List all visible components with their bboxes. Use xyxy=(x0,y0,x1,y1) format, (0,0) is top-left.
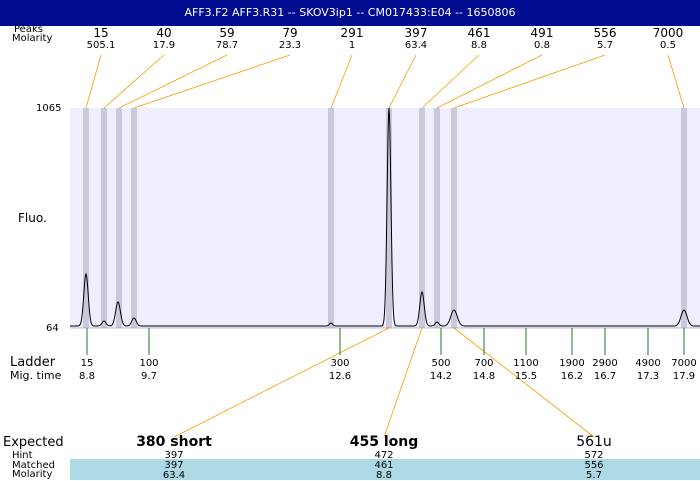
expected-fragment: 455 long xyxy=(349,434,419,450)
ladder-mig-time: 17.9 xyxy=(672,371,696,382)
peak-connector xyxy=(436,54,543,109)
peak-size: 556 xyxy=(593,26,617,40)
peak-connector xyxy=(103,54,165,109)
expected-hint: 572 xyxy=(584,450,604,461)
peak-molarity: 23.3 xyxy=(278,40,302,51)
ladder-size: 100 xyxy=(139,358,159,369)
ladder-mig-time: 14.2 xyxy=(429,371,453,382)
y-axis-top-value: 1065 xyxy=(36,103,62,114)
ladder-size: 15 xyxy=(80,358,94,369)
ladder-mig-time: 15.5 xyxy=(514,371,538,382)
ladder-size: 2900 xyxy=(592,358,618,369)
peak-connector xyxy=(421,54,480,109)
expected-matched: 461 xyxy=(374,460,394,471)
expected-matched: 397 xyxy=(164,460,184,471)
ladder-size: 500 xyxy=(431,358,451,369)
peak-molarity: 17.9 xyxy=(152,40,176,51)
peak-band xyxy=(681,108,687,328)
peak-band xyxy=(131,108,137,328)
ladder-mig-time: 8.8 xyxy=(79,371,95,382)
peak-molarity: 78.7 xyxy=(215,40,239,51)
peak-molarity: 0.5 xyxy=(660,40,676,51)
y-axis-bottom-value: 64 xyxy=(46,323,59,334)
peak-connector xyxy=(388,54,417,109)
matched-molarity-bar xyxy=(70,459,700,480)
peak-size: 79 xyxy=(282,26,298,40)
ladder-size: 1900 xyxy=(559,358,585,369)
expected-molarity: 63.4 xyxy=(162,470,186,481)
peak-connector xyxy=(330,54,353,109)
peak-connector xyxy=(453,54,606,109)
peak-connector xyxy=(667,54,685,109)
peak-size: 461 xyxy=(467,26,491,40)
peak-molarity: 505.1 xyxy=(86,40,116,51)
molarity-row-label: Molarity xyxy=(12,469,53,480)
expected-connector xyxy=(453,327,595,438)
ladder-mig-time: 14.8 xyxy=(472,371,496,382)
peak-size: 40 xyxy=(156,26,172,40)
ladder-size: 1100 xyxy=(513,358,539,369)
ladder-mig-time: 9.7 xyxy=(141,371,157,382)
peak-molarity: 1 xyxy=(348,40,356,51)
ladder-size: 4900 xyxy=(635,358,661,369)
peak-molarity: 5.7 xyxy=(597,40,613,51)
matched-label: Matched xyxy=(12,460,56,471)
ladder-mig-time: 16.2 xyxy=(560,371,584,382)
peak-connector xyxy=(118,54,228,109)
peak-connector xyxy=(85,54,102,109)
peak-size: 15 xyxy=(93,26,109,40)
peak-molarity: 8.8 xyxy=(471,40,487,51)
title-bar: AFF3.F2 AFF3.R31 -- SKOV3ip1 -- CM017433… xyxy=(0,0,700,26)
peak-molarity: 0.8 xyxy=(534,40,550,51)
expected-matched: 556 xyxy=(584,460,604,471)
peaks-label: Peaks xyxy=(14,24,43,35)
peak-band xyxy=(101,108,107,328)
ladder-size: 300 xyxy=(330,358,350,369)
expected-hint: 472 xyxy=(374,450,394,461)
peak-band xyxy=(434,108,440,328)
peak-band xyxy=(419,108,425,328)
ladder-mig-time: 16.7 xyxy=(593,371,617,382)
peak-band xyxy=(386,108,392,328)
hint-label: Hint xyxy=(12,450,33,461)
peak-band xyxy=(83,108,89,328)
expected-molarity: 5.7 xyxy=(586,470,602,481)
expected-label: Expected xyxy=(3,435,64,450)
peak-molarity: 63.4 xyxy=(404,40,428,51)
expected-molarity: 8.8 xyxy=(376,470,392,481)
peak-band xyxy=(116,108,122,328)
expected-connector xyxy=(173,327,390,438)
expected-fragment: 561u xyxy=(576,434,612,450)
mig-time-label: Mig. time xyxy=(10,369,62,382)
peak-size: 291 xyxy=(340,26,364,40)
ladder-size: 700 xyxy=(474,358,494,369)
ladder-mig-time: 12.6 xyxy=(328,371,352,382)
expected-hint: 397 xyxy=(164,450,184,461)
peak-size: 59 xyxy=(219,26,235,40)
ladder-mig-time: 17.3 xyxy=(636,371,660,382)
molarity-label: Molarity xyxy=(12,33,53,44)
expected-connector xyxy=(383,327,423,438)
fluorescence-trace xyxy=(70,107,700,327)
peak-size: 7000 xyxy=(652,26,684,40)
ladder-label: Ladder xyxy=(10,355,56,370)
peak-band xyxy=(451,108,457,328)
peak-size: 397 xyxy=(404,26,428,40)
peak-connector xyxy=(133,54,291,109)
peak-band xyxy=(328,108,334,328)
expected-fragment: 380 short xyxy=(136,434,212,450)
peak-size: 491 xyxy=(530,26,554,40)
ladder-size: 7000 xyxy=(671,358,697,369)
y-axis-label: Fluo. xyxy=(18,211,47,225)
